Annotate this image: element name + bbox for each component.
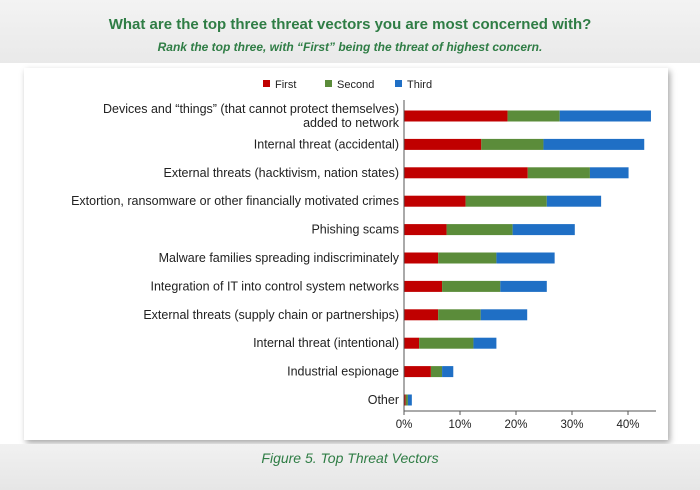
legend-label-second: Second [337,79,374,91]
bar-third-5 [496,252,555,264]
category-label-line: External threats (hacktivism, nation sta… [163,166,399,180]
x-tick-label: 30% [560,419,583,431]
category-label-line: Phishing scams [311,223,399,237]
bar-first-7 [404,309,439,321]
bar-first-6 [404,280,443,292]
bar-third-2 [589,167,629,179]
category-label-line: Industrial espionage [287,365,399,379]
footer-band [0,444,700,490]
category-label-line: added to network [303,116,400,130]
category-label: Phishing scams [311,223,399,237]
category-label: Integration of IT into control system ne… [151,279,400,293]
legend-swatch-third [395,80,402,87]
x-tick-label: 0% [396,419,413,431]
bar-first-2 [404,167,528,179]
bar-second-9 [430,366,443,378]
bar-third-3 [546,195,602,207]
category-label: Malware families spreading indiscriminat… [159,251,400,265]
category-label-line: Internal threat (intentional) [253,336,399,350]
bar-first-9 [404,366,431,378]
category-label: External threats (supply chain or partne… [143,308,399,322]
bar-first-10 [404,394,406,406]
bar-third-8 [473,337,497,349]
bar-second-2 [527,167,590,179]
bar-second-10 [405,394,408,406]
category-label-line: Integration of IT into control system ne… [151,279,400,293]
bar-third-1 [543,138,645,150]
bar-third-0 [559,110,651,122]
header-band [0,0,700,63]
category-label-line: Devices and “things” (that cannot protec… [103,102,399,116]
bar-third-9 [442,366,454,378]
bar-first-5 [404,252,439,264]
chart-subtitle: Rank the top three, with “First” being t… [157,40,543,54]
bar-first-1 [404,138,482,150]
bar-second-4 [446,224,513,236]
bar-second-6 [442,280,501,292]
legend-swatch-first [263,80,270,87]
chart-card [24,68,668,440]
legend-label-third: Third [407,79,432,91]
bar-third-7 [480,309,528,321]
bar-first-0 [404,110,508,122]
figure-caption: Figure 5. Top Threat Vectors [261,450,439,466]
legend-swatch-second [325,80,332,87]
category-labels: Devices and “things” (that cannot protec… [71,102,400,407]
x-tick-label: 40% [616,419,639,431]
bar-first-8 [404,337,420,349]
category-label: Extortion, ransomware or other financial… [71,194,399,208]
x-tick-label: 20% [504,419,527,431]
chart-title: What are the top three threat vectors yo… [108,16,592,33]
category-label-line: Other [368,393,399,407]
bar-third-10 [407,394,412,406]
category-label-line: Internal threat (accidental) [254,137,399,151]
category-label: Other [368,393,399,407]
bar-first-4 [404,224,447,236]
bar-third-4 [512,224,575,236]
chart-legend: First Second Third [263,79,432,91]
bar-first-3 [404,195,466,207]
bar-second-8 [419,337,474,349]
category-label-line: Extortion, ransomware or other financial… [71,194,399,208]
category-label: Internal threat (intentional) [253,336,399,350]
x-axis: 0% 10% 20% 30% 40% [396,100,656,431]
bar-third-6 [500,280,547,292]
x-tick-label: 10% [448,419,471,431]
chart-bars [404,110,651,406]
category-label: Devices and “things” (that cannot protec… [103,102,400,130]
category-label-line: Malware families spreading indiscriminat… [159,251,400,265]
bar-second-0 [507,110,560,122]
bar-second-5 [438,252,497,264]
category-label: Industrial espionage [287,365,399,379]
category-label-line: External threats (supply chain or partne… [143,308,399,322]
category-label: Internal threat (accidental) [254,137,399,151]
bar-second-3 [465,195,547,207]
bar-second-1 [481,138,544,150]
bar-second-7 [438,309,481,321]
legend-label-first: First [275,79,296,91]
category-label: External threats (hacktivism, nation sta… [163,166,399,180]
stacked-bar-chart: First Second Third Devices and “things” (t… [71,79,656,431]
